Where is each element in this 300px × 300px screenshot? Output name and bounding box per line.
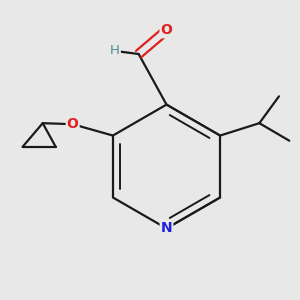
Text: N: N [161,221,172,236]
Text: O: O [67,117,79,131]
Text: O: O [160,23,172,37]
Text: H: H [110,44,120,57]
